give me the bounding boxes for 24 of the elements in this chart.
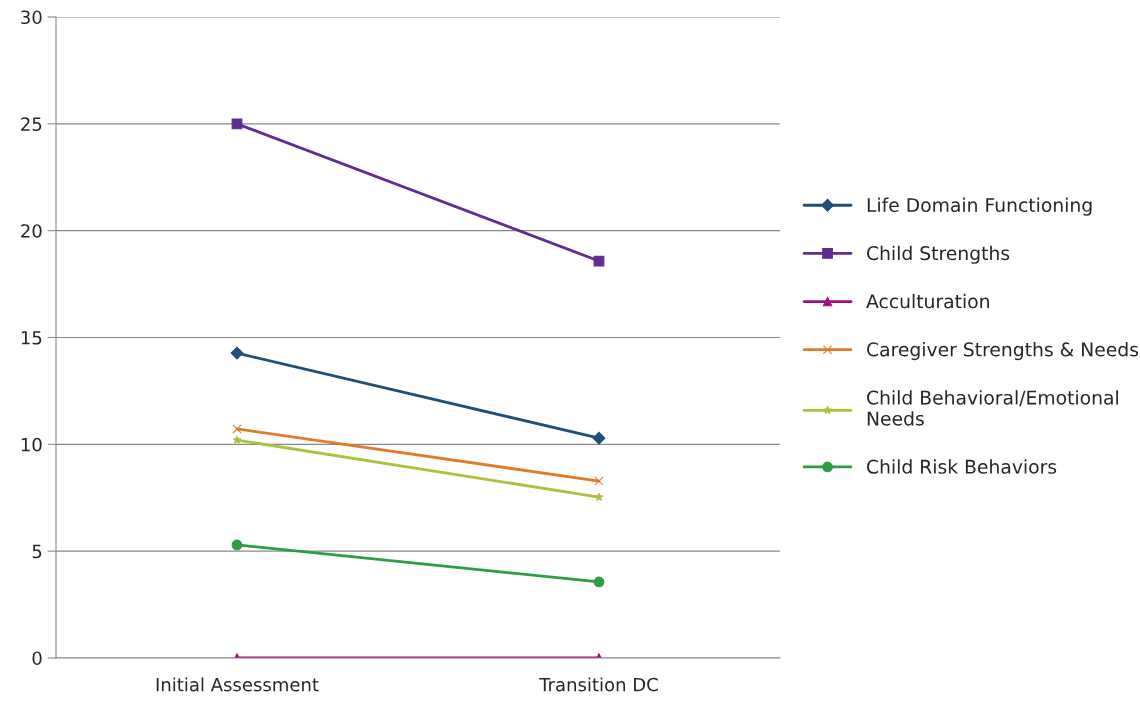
point bbox=[594, 476, 604, 486]
point bbox=[232, 435, 242, 444]
y-tick-label: 0 bbox=[32, 651, 42, 666]
x-tick-label: Initial Assessment bbox=[156, 677, 319, 692]
point bbox=[593, 576, 605, 588]
y-tick-label: 15 bbox=[21, 331, 42, 345]
y-tick-label: 30 bbox=[21, 10, 42, 25]
legend-label: Caregiver Strengths & Needs bbox=[867, 342, 1139, 361]
legend-label: Child Strengths bbox=[867, 245, 1010, 264]
point bbox=[231, 118, 243, 130]
y-tick-label: 20 bbox=[21, 224, 42, 238]
legend-label: Life Domain Functioning bbox=[867, 197, 1092, 216]
point bbox=[232, 424, 242, 434]
y-tick-label: 5 bbox=[32, 544, 42, 559]
y-tick-label: 10 bbox=[21, 437, 42, 452]
point bbox=[230, 346, 244, 360]
point bbox=[594, 492, 604, 501]
y-tick-label: 25 bbox=[21, 117, 42, 131]
point bbox=[231, 539, 243, 551]
legend-label: Child Risk Behaviors bbox=[867, 459, 1057, 474]
x-tick-label: Transition DC bbox=[539, 677, 658, 692]
point bbox=[592, 431, 606, 445]
legend-label: Acculturation bbox=[866, 293, 989, 309]
legend-label: Child Behavioral/Emotional Needs bbox=[867, 390, 1118, 426]
